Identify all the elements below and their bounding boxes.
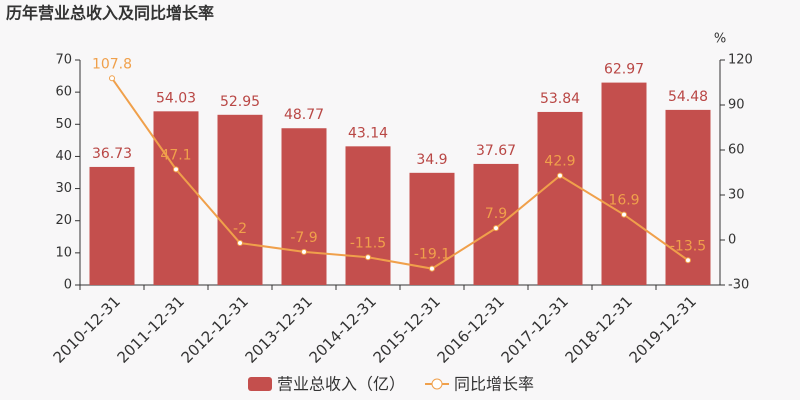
- line-value-label: 7.9: [485, 206, 507, 222]
- y-tick-label: 70: [55, 53, 72, 68]
- line-value-label: -13.5: [670, 238, 706, 254]
- line-value-label: 42.9: [544, 154, 575, 170]
- line-value-label: 107.8: [92, 56, 132, 72]
- line-point: [685, 257, 691, 264]
- line-point: [109, 75, 115, 82]
- line-point: [301, 248, 307, 255]
- bar-value-label: 36.73: [92, 146, 132, 162]
- legend-label: 营业总收入（亿）: [277, 375, 405, 394]
- bar: [537, 111, 583, 285]
- legend-label: 同比增长率: [454, 375, 534, 394]
- bar: [217, 114, 263, 285]
- y2-tick-label: 30: [728, 188, 745, 203]
- line-value-label: -19.1: [414, 247, 450, 263]
- line-point: [173, 166, 179, 173]
- y-tick-label: 60: [55, 85, 72, 100]
- bar: [601, 82, 647, 285]
- bar: [345, 146, 391, 285]
- bar-value-label: 53.84: [540, 91, 580, 107]
- line-point: [365, 254, 371, 261]
- bar-value-label: 62.97: [604, 62, 644, 78]
- bar: [281, 128, 327, 285]
- bar-value-label: 54.03: [156, 90, 196, 106]
- line-point: [493, 225, 499, 232]
- line-point: [429, 265, 435, 272]
- line-point: [621, 211, 627, 218]
- legend-swatch: [431, 378, 443, 390]
- y-tick-label: 0: [64, 278, 72, 293]
- y2-tick-label: 0: [728, 233, 736, 248]
- y2-axis-label: %: [714, 32, 726, 47]
- line-value-label: 16.9: [608, 193, 639, 209]
- bar-value-label: 37.67: [476, 143, 516, 159]
- y2-tick-label: 90: [728, 98, 745, 113]
- bar-value-label: 54.48: [668, 89, 708, 105]
- y2-tick-label: 120: [728, 53, 753, 68]
- y-tick-label: 40: [55, 149, 72, 164]
- line-value-label: -7.9: [290, 230, 317, 246]
- y2-tick-label: -30: [728, 278, 749, 293]
- line: [111, 77, 689, 270]
- y2-tick-label: 60: [728, 143, 745, 158]
- line-value-label: -2: [233, 221, 247, 237]
- bar: [473, 163, 519, 285]
- y-tick-label: 50: [55, 117, 72, 132]
- bar-value-label: 43.14: [348, 125, 388, 141]
- line-value-label: 47.1: [160, 147, 191, 163]
- bar: [89, 166, 135, 285]
- line-value-label: -11.5: [350, 235, 386, 251]
- legend-swatch: [248, 377, 272, 391]
- bar: [665, 109, 711, 285]
- line-point: [557, 172, 563, 179]
- bar-value-label: 34.9: [416, 152, 447, 168]
- line-point: [237, 240, 243, 246]
- bar-value-label: 52.95: [220, 94, 260, 110]
- y-tick-label: 20: [55, 213, 72, 228]
- y-tick-label: 10: [55, 245, 72, 260]
- chart-title: 历年营业总收入及同比增长率: [6, 4, 214, 23]
- y-tick-label: 30: [55, 181, 72, 196]
- bar-value-label: 48.77: [284, 107, 324, 123]
- bar: [153, 111, 199, 285]
